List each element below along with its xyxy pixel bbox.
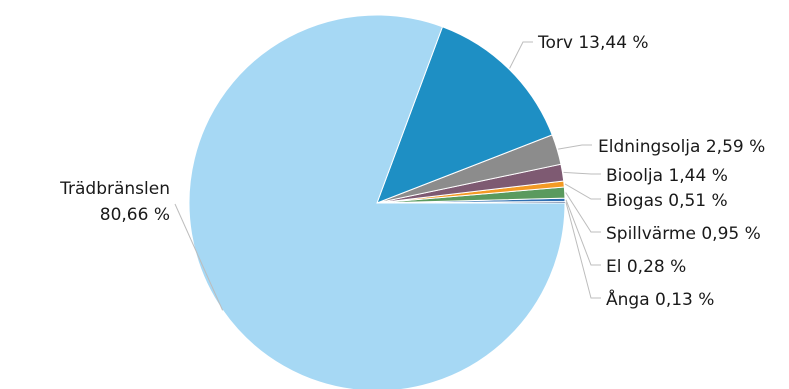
slice-labels: Ånga 0,13 % El 0,28 % Spillvärme 0,95 % Bio… bbox=[59, 33, 765, 310]
leader-line-biogas bbox=[564, 183, 601, 200]
leader-line-torv bbox=[509, 41, 533, 69]
pie-slices bbox=[188, 14, 566, 389]
pie-slice-torv bbox=[376, 26, 553, 204]
slice-label-biogas: Biogas 0,51 % bbox=[606, 191, 728, 211]
slice-label-eldningsolja: Eldningsolja 2,59 % bbox=[598, 137, 765, 157]
slice-label-torv: Torv 13,44 % bbox=[537, 33, 649, 53]
slice-label-anga: Ånga 0,13 % bbox=[606, 288, 714, 310]
slice-label-tradbranslen: Trädbränslen 80,66 % bbox=[59, 179, 170, 225]
slice-label-bioolja: Bioolja 1,44 % bbox=[606, 166, 728, 186]
slice-label-spillvarme: Spillvärme 0,95 % bbox=[606, 224, 761, 244]
leader-line-tradbranslen bbox=[174, 203, 224, 311]
leader-line-spillvarme bbox=[565, 192, 601, 233]
leader-line-anga bbox=[565, 202, 601, 299]
pie-slice-tradbranslen bbox=[188, 14, 566, 389]
leader-line-el bbox=[565, 199, 601, 266]
leader-lines bbox=[174, 41, 601, 311]
slice-label-el: El 0,28 % bbox=[606, 257, 686, 277]
leader-line-bioolja bbox=[563, 171, 601, 175]
leader-line-eldningsolja bbox=[558, 144, 592, 150]
